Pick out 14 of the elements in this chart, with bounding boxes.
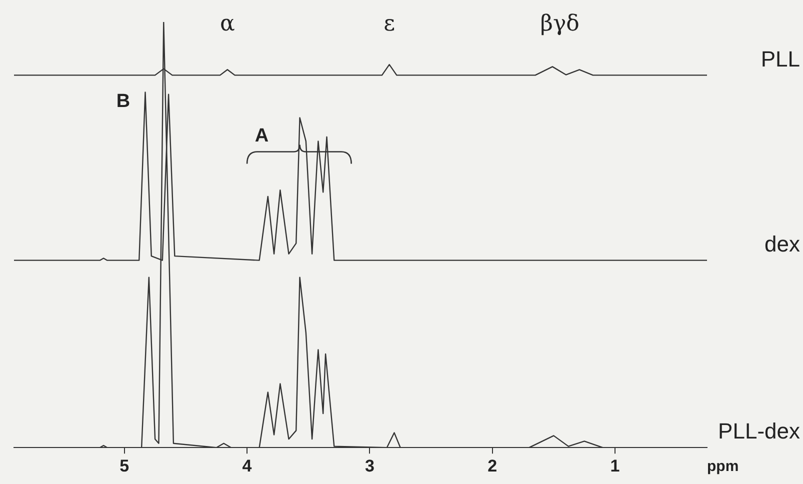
text: PLL bbox=[760, 46, 800, 72]
annotation: A bbox=[254, 125, 269, 146]
annotation: βγδ bbox=[540, 12, 580, 37]
x-tick-label: 3 bbox=[364, 456, 374, 476]
x-tick-label: 2 bbox=[488, 456, 498, 476]
annotation: ε bbox=[384, 12, 396, 37]
annotation: B bbox=[116, 90, 130, 112]
x-axis-title: ppm bbox=[707, 458, 739, 476]
series-label: PLL-dex bbox=[718, 418, 800, 444]
text: dex bbox=[764, 231, 800, 256]
x-tick-label: 4 bbox=[242, 456, 252, 476]
x-tick-label: 5 bbox=[120, 456, 130, 476]
x-tick-label: 1 bbox=[610, 456, 620, 476]
annotation: α bbox=[220, 12, 235, 37]
